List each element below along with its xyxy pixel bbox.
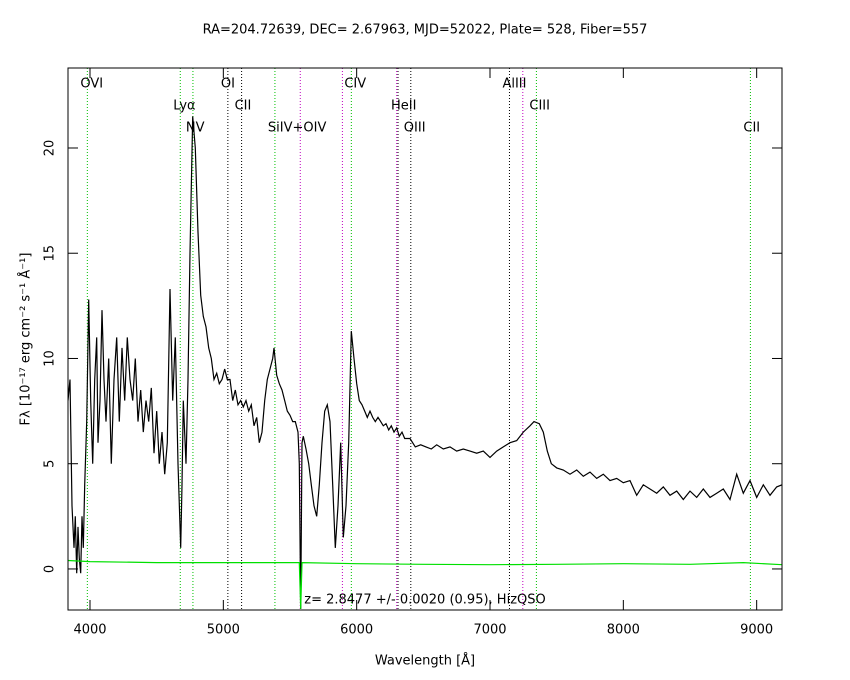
plot-frame: [67, 67, 783, 611]
x-tick-label: 9000: [740, 623, 773, 638]
line-marker-label: CIV: [344, 77, 366, 92]
x-tick-label: 4000: [73, 623, 106, 638]
spectrum-line: [68, 116, 782, 609]
line-marker-label: AlIII: [502, 77, 526, 92]
y-tick-label: 20: [43, 140, 58, 157]
line-marker-label: OIII: [404, 121, 426, 136]
annotation: z= 2.8477 +/- 0.0020 (0.95), HizQSO: [304, 593, 545, 608]
y-tick-label: 0: [43, 565, 58, 573]
line-marker-label: Lyα: [173, 99, 195, 114]
x-tick-label: 6000: [340, 623, 373, 638]
line-marker-label: NV: [186, 121, 205, 136]
y-tick-label: 15: [43, 245, 58, 262]
line-marker-label: CII: [743, 121, 760, 136]
line-marker-label: OI: [221, 77, 235, 92]
x-tick-label: 8000: [607, 623, 640, 638]
spectrum-line: [68, 559, 782, 609]
line-marker-label: CII: [235, 99, 252, 114]
x-tick-label: 5000: [207, 623, 240, 638]
y-tick-label: 10: [43, 350, 58, 367]
line-marker-label: CIII: [529, 99, 550, 114]
x-axis-label: Wavelength [Å]: [375, 653, 475, 669]
chart-title: RA=204.72639, DEC= 2.67963, MJD=52022, P…: [203, 23, 648, 38]
line-marker-label: HeII: [391, 99, 416, 114]
y-axis-label: Fλ [10⁻¹⁷ erg cm⁻² s⁻¹ Å⁻¹]: [18, 253, 34, 426]
y-tick-label: 5: [43, 460, 58, 468]
line-marker-label: SiIV+OIV: [268, 121, 327, 136]
x-tick-label: 7000: [473, 623, 506, 638]
line-marker-label: OVI: [80, 77, 103, 92]
